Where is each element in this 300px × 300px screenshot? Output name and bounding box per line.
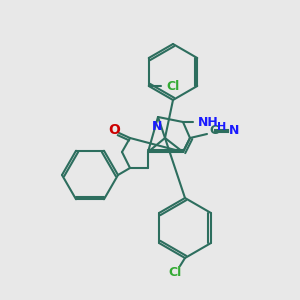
Text: NH: NH bbox=[198, 116, 219, 128]
Text: N: N bbox=[152, 119, 162, 133]
Text: Cl: Cl bbox=[168, 266, 182, 278]
Text: N: N bbox=[229, 124, 239, 137]
Text: Cl: Cl bbox=[167, 80, 180, 92]
Text: H: H bbox=[217, 122, 226, 132]
Text: O: O bbox=[108, 123, 120, 137]
Text: C: C bbox=[209, 124, 218, 137]
